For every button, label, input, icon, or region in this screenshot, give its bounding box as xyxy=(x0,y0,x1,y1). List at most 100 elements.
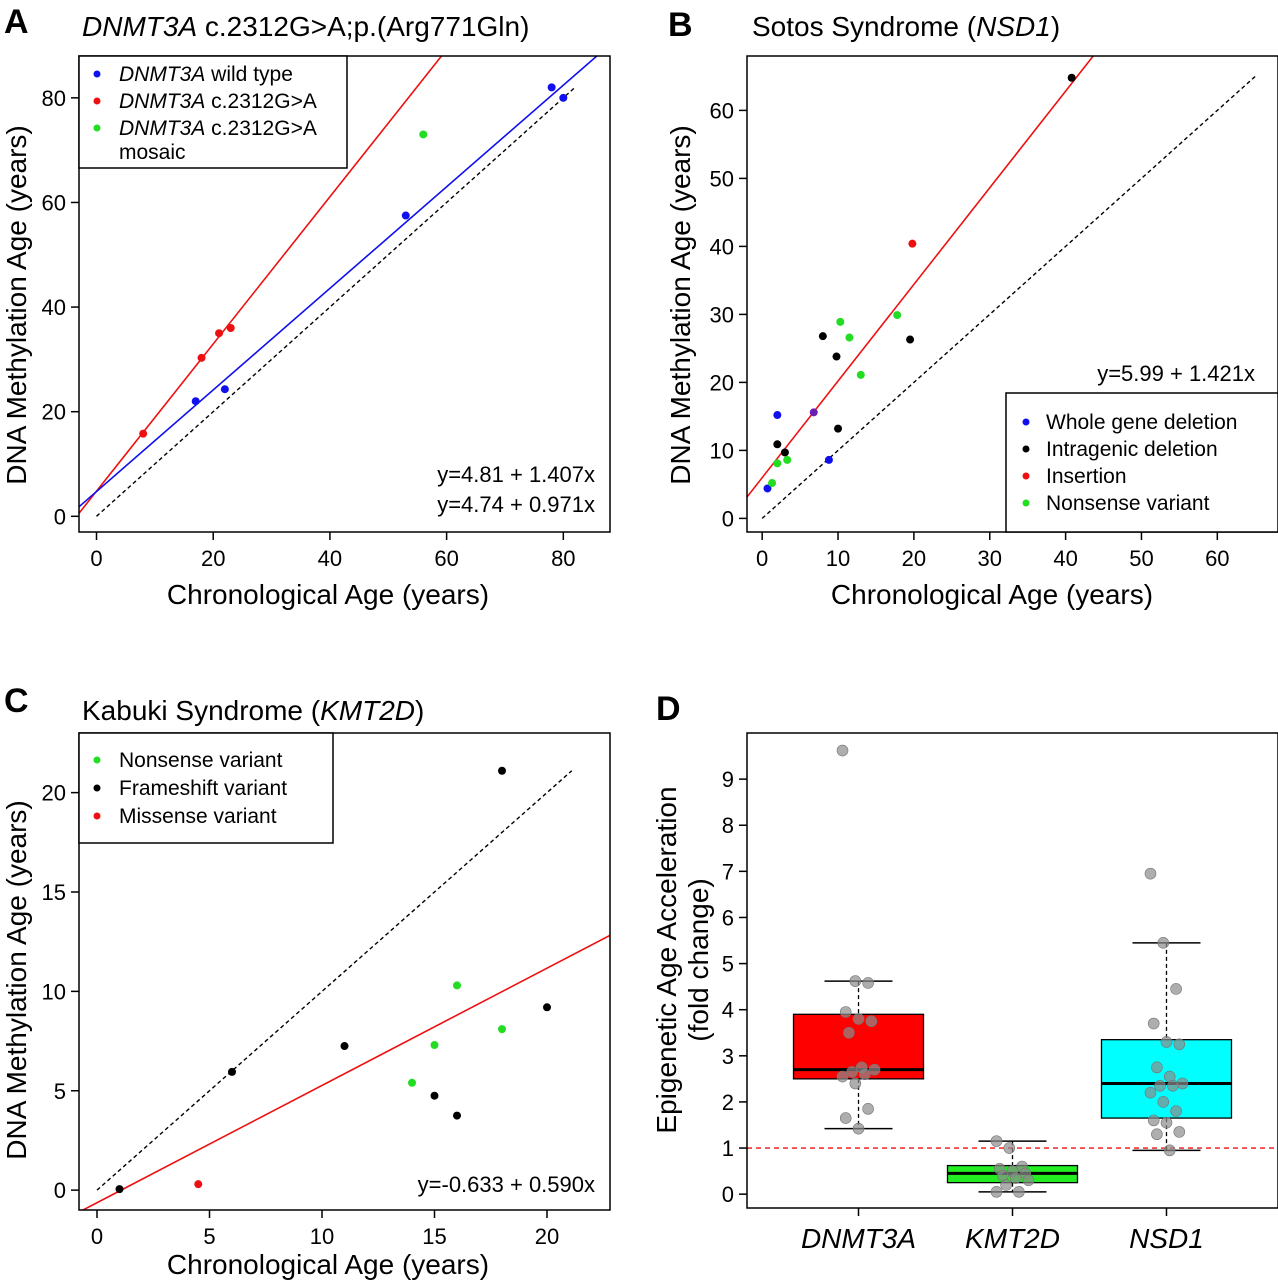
panel-a-legend-marker-1 xyxy=(93,97,101,105)
panel-a-fit-line-1 xyxy=(79,56,599,508)
panel-b-ytick-label-60: 60 xyxy=(710,98,734,123)
panel-c-ytick-label-0: 0 xyxy=(54,1178,66,1203)
panel-a-legend-text-1: c.2312G>A xyxy=(205,90,317,113)
panel-b-ytick-label-10: 10 xyxy=(710,438,734,463)
panel-d-ytick-label-4: 4 xyxy=(722,998,734,1023)
panel-c-ytick-label-20: 20 xyxy=(42,781,66,806)
panel-b-point-1-4 xyxy=(834,424,843,433)
panel-d-plot: DNMT3A KMT2D NSD1 0 1 2 3 4 5 6 7 8 9 xyxy=(722,732,1278,1254)
panel-b-point-4-0 xyxy=(809,408,818,417)
panel-c-legend-label-2: Missense variant xyxy=(119,805,277,828)
panel-d-ytick-label-9: 9 xyxy=(722,767,734,792)
panel-b-point-3-0 xyxy=(768,479,777,488)
panel-b-legend-marker-0 xyxy=(1022,418,1030,426)
panel-d-point-1-10 xyxy=(1013,1186,1025,1198)
panel-a-plot-area xyxy=(79,56,599,517)
panel-d-point-2-17 xyxy=(1151,1128,1163,1141)
panel-d-point-2-12 xyxy=(1157,1096,1170,1108)
panel-c-xtick-label-10: 10 xyxy=(310,1224,334,1249)
panel-d-point-0-13 xyxy=(862,1103,874,1115)
panel-b-xtick-label-40: 40 xyxy=(1053,546,1077,571)
panel-a-title-variant: c.2312G>A;p.(Arg771Gln) xyxy=(197,11,529,42)
panel-b-point-1-2 xyxy=(818,332,827,341)
panel-b-legend-text-2: Insertion xyxy=(1046,465,1127,488)
panel-a-ytick-label-40: 40 xyxy=(42,295,66,320)
panel-letter-d: D xyxy=(656,690,681,728)
panel-b-legend-label-2: Insertion xyxy=(1046,465,1127,488)
panel-b-point-3-1 xyxy=(773,459,782,468)
panel-a-legend-marker-2 xyxy=(93,124,101,132)
panel-b-title-text: Sotos Syndrome ( xyxy=(752,11,977,42)
panel-d-ytick-label-5: 5 xyxy=(722,952,734,977)
panel-b-xlabel: Chronological Age (years) xyxy=(831,579,1153,610)
panel-a-ytick-label-60: 60 xyxy=(42,190,66,215)
panel-a-title-gene: DNMT3A xyxy=(82,11,197,42)
panel-b-title-gene: NSD1 xyxy=(976,11,1051,42)
panel-c-title-gene: KMT2D xyxy=(320,695,415,726)
panel-c-plot: 0 5 10 15 20 0 5 10 15 20 Nonsense variant Frameshi… xyxy=(42,732,611,1249)
panel-a-point-1-0 xyxy=(139,429,148,438)
panel-c-plot-area xyxy=(81,766,610,1210)
panel-a-legend-box xyxy=(78,55,348,169)
panel-c-point-0-2 xyxy=(453,981,461,990)
panel-d-ytick-label-2: 2 xyxy=(722,1090,734,1115)
panel-d-point-2-2 xyxy=(1170,983,1182,995)
panel-a-fit-equation-1: y=4.74 + 0.971x xyxy=(437,492,595,517)
panel-d-point-0-3 xyxy=(839,1006,852,1018)
panel-c-legend-text-0: Nonsense variant xyxy=(119,749,283,772)
panel-d-frame xyxy=(746,732,1278,1209)
panel-b-ytick-label-40: 40 xyxy=(710,234,734,259)
panel-a-xtick-label-0: 0 xyxy=(90,546,102,571)
panel-d-point-2-11 xyxy=(1144,1086,1157,1099)
panel-b-ylabel: DNA Methylation Age (years) xyxy=(665,125,696,485)
panel-d-point-0-8 xyxy=(868,1063,881,1076)
panel-a-legend-label-2: DNMT3A c.2312G>A xyxy=(119,117,317,140)
panel-b-legend-label-1: Intragenic deletion xyxy=(1046,438,1218,461)
panel-d-point-2-10 xyxy=(1167,1079,1179,1092)
panel-c-point-1-2 xyxy=(340,1042,349,1051)
panel-b-title-close: ) xyxy=(1051,11,1060,42)
panel-a-xtick-label-20: 20 xyxy=(201,546,225,571)
panel-c-point-1-6 xyxy=(543,1003,551,1012)
panel-d-point-2-16 xyxy=(1173,1126,1186,1138)
panel-c-point-1-3 xyxy=(430,1091,439,1100)
panel-d-ytick-label-3: 3 xyxy=(722,1044,734,1069)
panel-b-ytick-label-30: 30 xyxy=(710,302,734,327)
panel-a-xtick-label-80: 80 xyxy=(551,546,575,571)
panel-c-xtick-label-15: 15 xyxy=(422,1224,446,1249)
panel-d-ytick-label-6: 6 xyxy=(722,905,734,930)
panel-a-identity-line xyxy=(96,86,576,517)
panel-b-xtick-label-60: 60 xyxy=(1205,546,1229,571)
panel-c-legend-marker-1 xyxy=(93,784,101,792)
panel-d-category-label-1: KMT2D xyxy=(965,1223,1060,1254)
panel-d-ytick-label-1: 1 xyxy=(722,1136,734,1161)
panel-c-point-1-5 xyxy=(498,766,506,775)
panel-d-point-2-15 xyxy=(1160,1116,1173,1129)
panel-d-point-2-5 xyxy=(1173,1038,1186,1051)
panel-b-ytick-label-20: 20 xyxy=(710,370,734,395)
panel-a-legend-label-1: DNMT3A c.2312G>A xyxy=(119,90,317,113)
panel-c-point-2-0 xyxy=(194,1180,203,1189)
panel-b-point-1-0 xyxy=(773,440,782,449)
panel-b-fit-line-0 xyxy=(747,56,1095,498)
panel-a-point-0-4 xyxy=(559,93,568,102)
panel-a-legend-gene-2: DNMT3A xyxy=(119,117,205,140)
panel-d-point-2-14 xyxy=(1147,1114,1160,1127)
panel-a-ylabel: DNA Methylation Age (years) xyxy=(1,125,32,485)
panel-a-legend-gene-1: DNMT3A xyxy=(119,90,205,113)
panel-b-legend-box xyxy=(1005,392,1278,533)
panel-d-point-1-11 xyxy=(990,1186,1003,1198)
panel-c-legend-marker-0 xyxy=(93,756,101,764)
panel-a-point-0-2 xyxy=(401,211,410,220)
panel-c-legend-label-0: Nonsense variant xyxy=(119,749,283,772)
panel-b-point-3-4 xyxy=(845,333,854,342)
panel-d-point-0-9 xyxy=(846,1066,858,1078)
panel-a-fit-line-0 xyxy=(79,56,443,514)
panel-a-legend-text-2: c.2312G>A xyxy=(205,117,317,140)
panel-a-legend-gene-0: DNMT3A xyxy=(119,63,205,86)
panel-d-point-0-14 xyxy=(839,1112,852,1124)
panel-a-point-1-2 xyxy=(215,329,224,338)
panel-b-point-0-0 xyxy=(763,484,772,493)
panel-c-legend-text-1: Frameshift variant xyxy=(119,777,287,800)
panel-letter-a: A xyxy=(4,3,29,41)
